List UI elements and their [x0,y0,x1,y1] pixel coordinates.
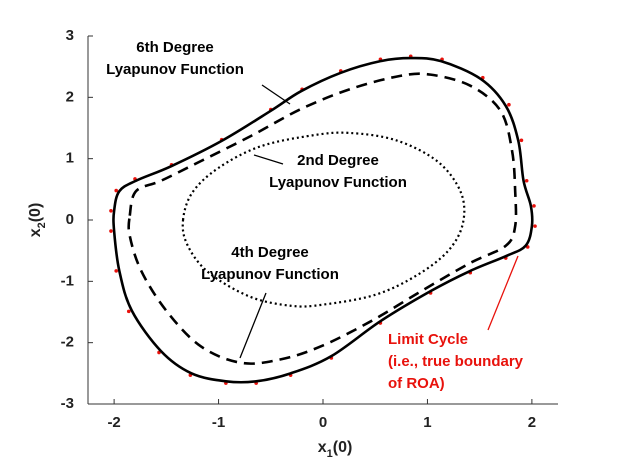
limit-cycle-point [532,204,536,208]
lyapunov-curve [112,56,534,384]
limit-cycle-point [109,209,113,213]
limit-cycle-point [524,178,529,183]
annotation-text: 4th Degree [231,244,309,261]
annotation-arrow [261,84,291,105]
y-axis-label-part: (0) [27,203,44,223]
y-tick-label: 2 [66,88,74,105]
annotation-text: (i.e., true boundary [388,353,524,370]
annotation-text: Limit Cycle [388,331,468,348]
annotation-text: 2nd Degree [297,152,379,169]
y-tick-label: 0 [66,211,74,228]
limit-cycle-point [126,309,131,314]
annotation-arrow [239,292,267,359]
y-axis-label-part: 2 [36,222,48,228]
annotation-text: Lyapunov Function [201,266,339,283]
x-tick-label: 0 [319,414,327,431]
y-tick-label: -2 [61,334,74,351]
limit-cycle-point [114,269,118,273]
x-axis-label-part: x [318,439,327,456]
limit-cycle-point [519,138,524,143]
limit-cycle-point [109,229,113,233]
annotation-arrow [253,154,284,165]
y-tick-label: -1 [61,272,74,289]
annotation-text: 6th Degree [136,39,214,56]
limit-cycle-point [533,224,537,228]
annotation-text: Lyapunov Function [106,61,244,78]
limit-cycle-point [114,188,118,193]
annotation-text: Lyapunov Function [269,174,407,191]
annotation-arrow [487,255,519,331]
x-tick-label: 2 [528,414,536,431]
x-axis-label: x1(0) [318,439,353,460]
x-axis-label-part: 1 [327,448,333,460]
annotation-text: of ROA) [388,375,445,392]
y-tick-label: -3 [61,395,74,412]
x-axis-label-part: (0) [333,439,353,456]
y-tick-label: 3 [66,27,74,44]
limit-cycle-point [507,102,511,107]
x-tick-label: -2 [107,414,120,431]
y-axis-label-part: x [27,228,44,237]
y-tick-label: 1 [66,150,74,167]
x-tick-label: -1 [212,414,225,431]
y-axis-label: x2(0) [27,203,48,238]
lyapunov-curve [127,72,518,365]
x-tick-label: 1 [423,414,431,431]
